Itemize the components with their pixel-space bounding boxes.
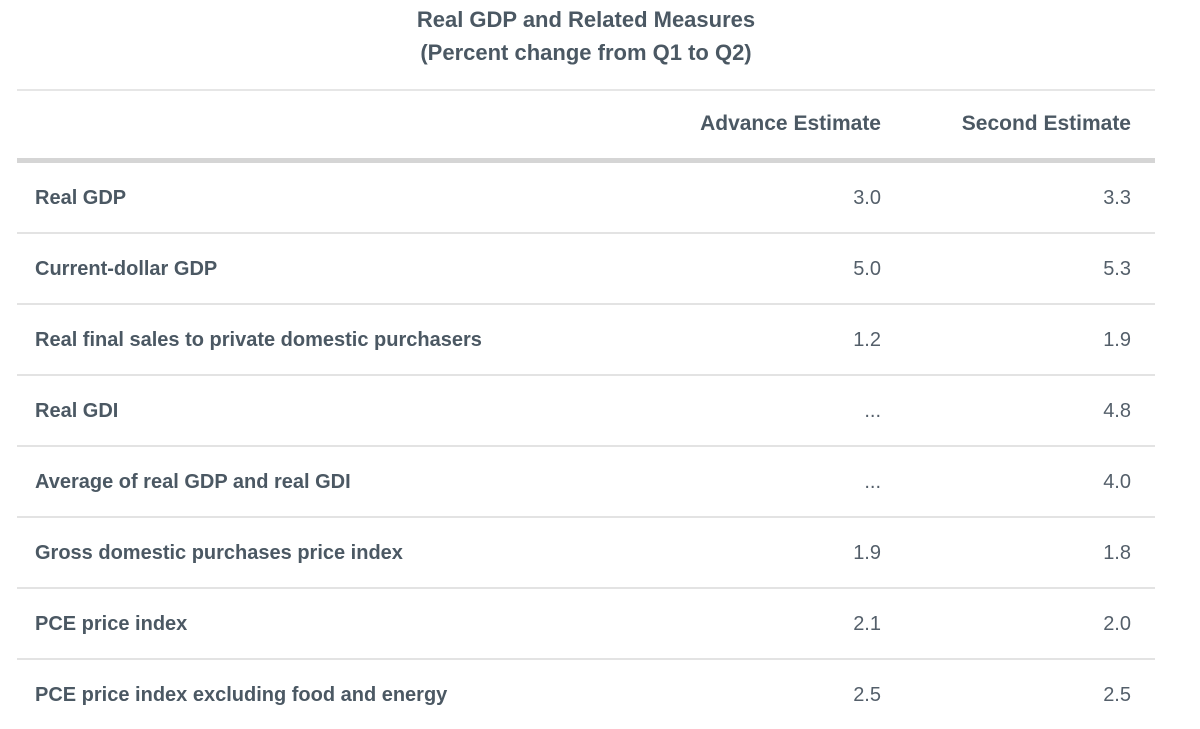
row-label: Real GDP <box>35 187 127 209</box>
col-header-measure <box>17 90 665 161</box>
gdp-measures-table: Advance Estimate Second Estimate Real GD… <box>17 89 1155 729</box>
row-label: Real GDI <box>35 400 119 422</box>
advance-estimate-value: 2.1 <box>853 613 881 635</box>
advance-estimate-value: 2.5 <box>853 684 881 706</box>
row-label: PCE price index <box>35 613 188 635</box>
second-estimate-value: 4.8 <box>1103 400 1131 422</box>
table-row: Gross domestic purchases price index 1.9… <box>17 517 1155 588</box>
header-row: Advance Estimate Second Estimate <box>17 90 1155 161</box>
advance-estimate-value: 3.0 <box>853 187 881 209</box>
second-estimate-value: 3.3 <box>1103 187 1131 209</box>
col-header-advance-estimate: Advance Estimate <box>700 112 881 135</box>
row-label: Current-dollar GDP <box>35 258 218 280</box>
advance-estimate-value: ... <box>864 400 881 422</box>
second-estimate-value: 1.8 <box>1103 542 1131 564</box>
second-estimate-value: 2.0 <box>1103 613 1131 635</box>
table-row: Real GDP 3.0 3.3 <box>17 161 1155 233</box>
advance-estimate-value: ... <box>864 471 881 493</box>
table-row: PCE price index 2.1 2.0 <box>17 588 1155 659</box>
col-header-second-estimate: Second Estimate <box>961 112 1131 135</box>
advance-estimate-value: 1.2 <box>853 329 881 351</box>
table-row: PCE price index excluding food and energ… <box>17 659 1155 729</box>
second-estimate-value: 5.3 <box>1103 258 1131 280</box>
row-label: Gross domestic purchases price index <box>35 542 403 564</box>
advance-estimate-value: 5.0 <box>853 258 881 280</box>
second-estimate-value: 2.5 <box>1103 684 1131 706</box>
table-row: Real GDI ... 4.8 <box>17 375 1155 446</box>
table-row: Real final sales to private domestic pur… <box>17 304 1155 375</box>
table-title-block: Real GDP and Related Measures (Percent c… <box>17 0 1155 69</box>
advance-estimate-value: 1.9 <box>853 542 881 564</box>
second-estimate-value: 1.9 <box>1103 329 1131 351</box>
row-label: Real final sales to private domestic pur… <box>35 329 482 351</box>
row-label: Average of real GDP and real GDI <box>35 471 351 493</box>
table-subtitle: (Percent change from Q1 to Q2) <box>420 40 752 65</box>
gdp-table-section: Real GDP and Related Measures (Percent c… <box>17 0 1155 729</box>
table-title: Real GDP and Related Measures <box>416 7 756 32</box>
table-row: Average of real GDP and real GDI ... 4.0 <box>17 446 1155 517</box>
second-estimate-value: 4.0 <box>1103 471 1131 493</box>
table-row: Current-dollar GDP 5.0 5.3 <box>17 233 1155 304</box>
row-label: PCE price index excluding food and energ… <box>35 684 448 706</box>
